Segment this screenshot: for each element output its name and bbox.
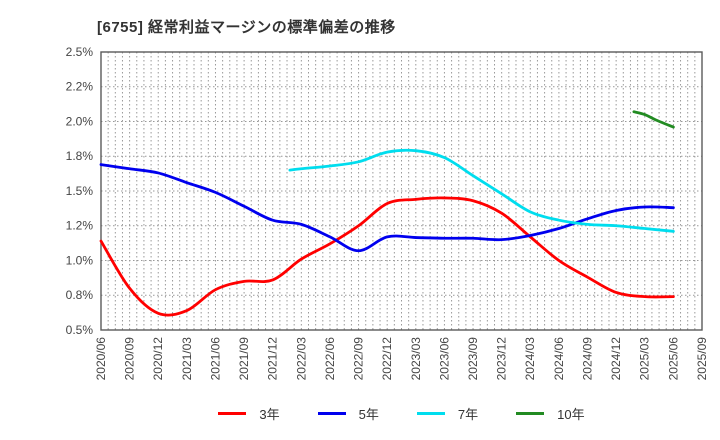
- legend: 3年 5年 7年 10年: [101, 404, 702, 423]
- y-axis-label: 2.0%: [66, 114, 94, 128]
- x-axis-label: 2024/09: [580, 337, 594, 381]
- x-axis-label: 2021/12: [266, 337, 280, 381]
- x-axis-label: 2021/03: [180, 337, 194, 381]
- x-axis-label: 2022/12: [380, 337, 394, 381]
- legend-swatch: [218, 412, 247, 415]
- x-axis-label: 2022/03: [294, 337, 308, 381]
- x-axis-label: 2024/12: [609, 337, 623, 381]
- x-axis-label: 2021/09: [237, 337, 251, 381]
- y-axis-label: 1.2%: [66, 219, 94, 233]
- legend-item-7年: 7年: [416, 404, 479, 423]
- x-axis-label: 2023/06: [437, 337, 451, 381]
- x-axis-label: 2025/03: [638, 337, 652, 381]
- series-line-5年: [99, 163, 675, 253]
- x-axis-label: 2025/09: [695, 337, 709, 381]
- legend-item-3年: 3年: [218, 404, 280, 423]
- y-axis-label: 1.8%: [66, 149, 94, 163]
- y-axis-label: 0.8%: [66, 288, 94, 302]
- y-axis-label: 1.5%: [66, 184, 94, 198]
- x-axis-label: 2023/12: [495, 337, 509, 381]
- legend-item-5年: 5年: [317, 404, 379, 423]
- x-axis-label: 2024/03: [523, 337, 537, 381]
- series-line-10年: [632, 110, 675, 129]
- y-axis-label: 0.5%: [66, 323, 94, 337]
- legend-label: 3年: [259, 407, 280, 422]
- x-axis-label: 2020/06: [94, 337, 108, 381]
- x-axis-label: 2025/06: [666, 337, 680, 381]
- legend-swatch: [416, 412, 445, 415]
- y-axis-label: 2.5%: [66, 45, 94, 59]
- series-line-3年: [99, 196, 675, 317]
- x-axis-label: 2020/09: [123, 337, 137, 381]
- x-axis-label: 2024/06: [552, 337, 566, 381]
- y-axis-label: 1.0%: [66, 253, 94, 267]
- x-axis-label: 2023/09: [466, 337, 480, 381]
- chart-title: [6755] 経常利益マージンの標準偏差の推移: [97, 19, 396, 36]
- x-axis-label: 2023/03: [409, 337, 423, 381]
- legend-label: 10年: [557, 407, 585, 422]
- x-axis-label: 2021/06: [208, 337, 222, 381]
- legend-swatch: [516, 412, 545, 415]
- legend-label: 5年: [358, 407, 379, 422]
- legend-swatch: [317, 412, 346, 415]
- plot-border: [100, 51, 703, 331]
- x-axis-label: 2022/09: [352, 337, 366, 381]
- y-axis-label: 2.2%: [66, 80, 94, 94]
- legend-item-10年: 10年: [516, 404, 585, 423]
- x-axis-label: 2020/12: [151, 337, 165, 381]
- legend-label: 7年: [457, 407, 479, 422]
- x-axis-label: 2022/06: [323, 337, 337, 381]
- series-line-7年: [288, 148, 675, 233]
